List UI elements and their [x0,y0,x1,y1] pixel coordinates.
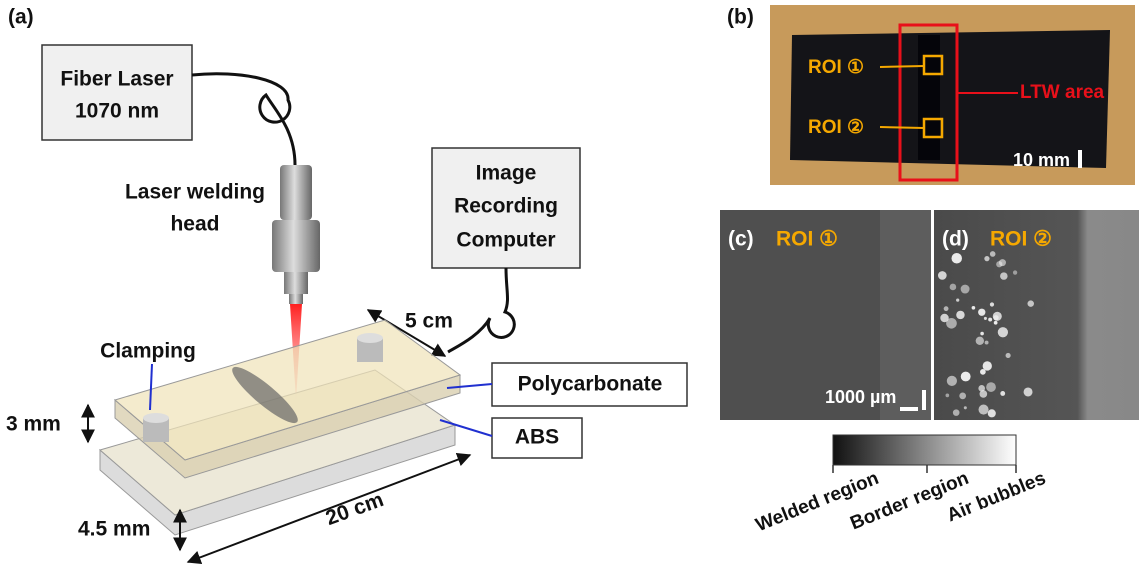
scale-text: 10 mm [1013,150,1070,170]
bubble [976,337,984,345]
bubble [940,314,948,322]
panel-label: (d) [942,228,969,251]
weld-strip [918,35,940,160]
computer-text: Image [476,162,537,185]
bubble [984,317,987,320]
abs-text: ABS [515,426,559,449]
panel-label: (b) [727,6,754,29]
bubble [990,302,994,306]
panel-label: (a) [8,6,34,29]
fiber-cable [192,74,295,165]
bubble [998,327,1008,337]
bubble [953,409,960,416]
bubble [979,390,987,398]
bubble [944,306,949,311]
distance-text: 5 cm [405,310,453,333]
ltw-text: LTW area [1020,82,1105,103]
head-text: Laser welding [125,181,265,204]
laser-box [42,45,192,140]
bubble [985,341,989,345]
clamping-text: Clamping [100,340,196,363]
laser-text: Fiber Laser [60,68,173,91]
bubble [980,332,984,336]
roi-text: ROI ② [990,228,1052,251]
clamp [143,413,169,423]
bubble [994,321,998,325]
page: {"panel_a": {"label": "(a)", "fiber_lase… [0,0,1140,569]
laser-head [272,220,320,272]
scale-bar [900,407,918,411]
bubble [959,392,966,399]
bubble [956,311,964,319]
data-cable [448,268,514,352]
bubble [961,285,970,294]
computer-text: Computer [456,229,555,252]
bubble [978,309,985,316]
figure: (a) Fiber Laser 1070 nm Laser welding he… [0,0,1140,569]
clamp [357,333,383,343]
bubble [996,261,1002,267]
head-text: head [170,213,219,236]
bubble [990,251,996,257]
thickness-text: 3 mm [6,413,61,436]
bubble [1000,272,1007,279]
bubble [1000,391,1005,396]
bubble [950,284,957,291]
laser-head [280,165,312,220]
colorbar [833,435,1016,465]
laser-head [289,294,303,304]
scale-bar [1078,150,1082,168]
bubble [964,406,967,409]
bubble [1013,270,1017,274]
laser-text: 1070 nm [75,100,159,123]
polycarbonate-text: Polycarbonate [518,373,663,396]
bubble [988,318,992,322]
panel-label: (c) [728,228,754,251]
bubble [956,299,959,302]
roi-text: ROI ① [808,57,864,78]
bubble [1024,387,1033,396]
scale-bar [922,390,926,410]
roi-pointer [880,127,924,128]
bubble [983,361,992,370]
laser-head [284,272,308,294]
roi-pointer [880,66,924,67]
roi-text: ROI ① [776,228,838,251]
length-text: 20 cm [323,488,387,530]
bubble [986,382,996,392]
thickness-text: 4.5 mm [78,518,150,541]
scale-text: 1000 µm [825,387,896,407]
bubble [1006,353,1011,358]
bubble [988,409,996,417]
bubble [954,254,958,258]
computer-text: Recording [454,195,558,218]
bubble [979,405,989,415]
bubble [984,256,989,261]
roi-text: ROI ② [808,117,864,138]
bubble [1027,300,1034,307]
bubble [947,376,957,386]
bubble [945,394,949,398]
bubble [938,271,947,280]
bubble [961,372,971,382]
bubble [972,306,976,310]
bubble [993,312,1002,321]
